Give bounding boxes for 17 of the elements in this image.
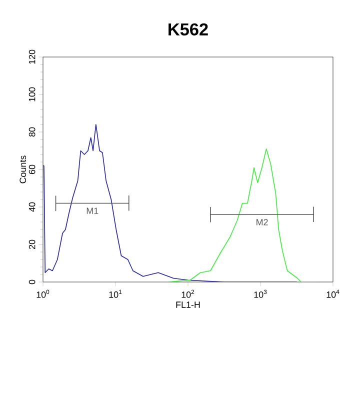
chart-title: K562 <box>168 23 208 36</box>
x-tick-label: 10$^{2}$ <box>182 290 194 298</box>
annotation: M2 <box>256 219 268 226</box>
x-tick-label: 10$^{4}$ <box>326 290 340 298</box>
y-tick-label: 80 <box>28 127 36 137</box>
y-tick-label: 0 <box>28 280 36 284</box>
y-tick-label: 120 <box>28 50 36 64</box>
y-tick-label: 60 <box>28 164 36 174</box>
x-tick-label: 10$^{1}$ <box>109 290 122 298</box>
x-tick-label: 10$^{3}$ <box>254 290 267 298</box>
annotation: M1 <box>86 208 98 214</box>
y-tick-label: 100 <box>28 87 36 102</box>
y-tick-label: 40 <box>28 202 36 212</box>
x-tick-label: 10$^{0}$ <box>36 290 50 298</box>
y-axis-title: Counts <box>20 156 26 184</box>
x-axis-title: FL1-H <box>176 302 200 308</box>
y-tick-label: 20 <box>28 240 36 250</box>
